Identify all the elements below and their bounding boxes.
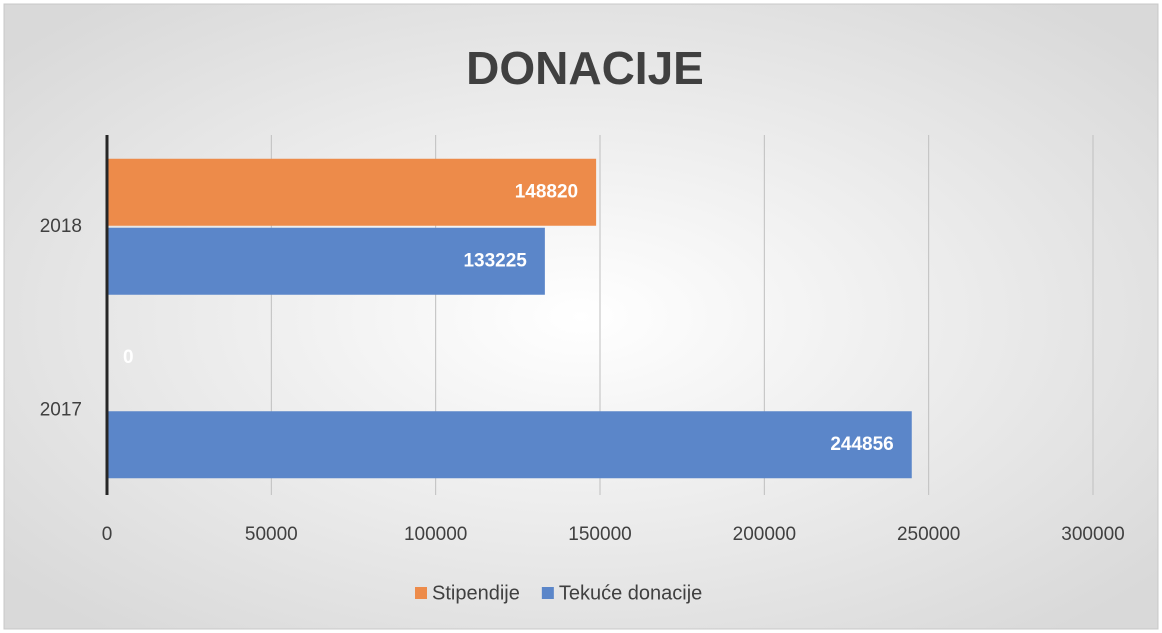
- x-tick-label: 0: [102, 524, 113, 545]
- y-tick-label: 2017: [40, 399, 82, 420]
- data-label: 133225: [463, 250, 527, 271]
- legend-label: Tekuće donacije: [559, 582, 702, 604]
- legend-swatch: [415, 587, 427, 599]
- y-tick-label: 2018: [40, 216, 82, 237]
- x-tick-label: 200000: [733, 524, 796, 545]
- bar: [107, 158, 597, 226]
- data-label: 244856: [830, 434, 893, 455]
- chart-background: [3, 3, 1159, 630]
- x-tick-label: 150000: [568, 524, 631, 545]
- bar: [107, 227, 545, 295]
- x-tick-label: 250000: [897, 524, 960, 545]
- legend-label: Stipendije: [432, 582, 520, 604]
- x-tick-label: 50000: [245, 524, 298, 545]
- bar: [107, 411, 912, 479]
- x-tick-label: 100000: [404, 524, 467, 545]
- data-label: 0: [123, 347, 134, 368]
- data-label: 148820: [515, 181, 578, 202]
- chart-title: DONACIJE: [466, 42, 704, 94]
- legend-swatch: [541, 587, 554, 599]
- x-tick-label: 300000: [1061, 524, 1124, 545]
